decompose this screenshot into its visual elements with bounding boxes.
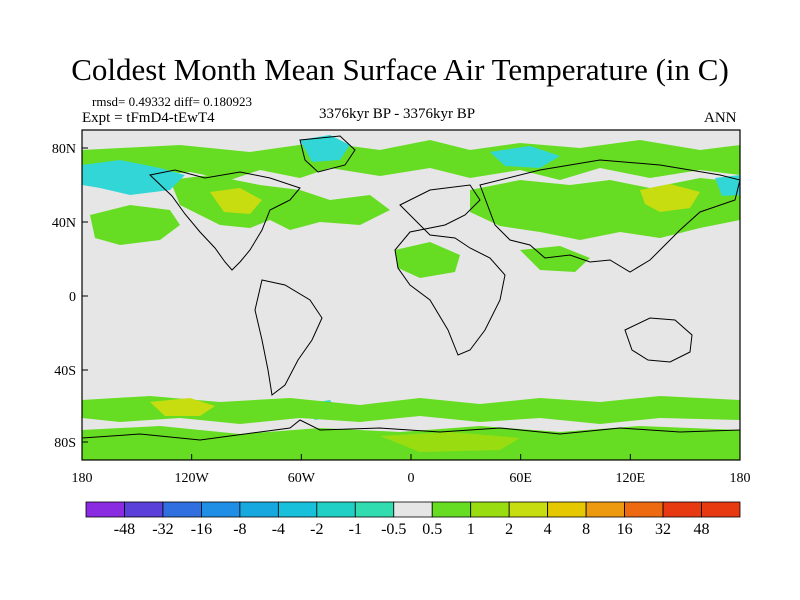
colorbar-label: 1 — [467, 521, 475, 538]
stats-text: rmsd= 0.49332 diff= 0.180923 — [92, 94, 252, 109]
australia-coast — [624, 317, 693, 363]
colorbar-swatch — [393, 501, 433, 518]
asia-strong-warm-region — [640, 184, 700, 212]
north-america-strong-warm-region — [210, 188, 262, 214]
lat-tick-label: 40N — [52, 216, 76, 231]
colorbar-swatch — [162, 501, 202, 518]
colorbar-label: 16 — [617, 521, 633, 538]
colorbar-swatch — [624, 501, 664, 518]
lon-tick-label: 0 — [408, 471, 415, 486]
colorbar-label: -0.5 — [381, 521, 406, 538]
colorbar-swatch — [508, 501, 549, 518]
experiment-label: Expt = tFmD4-tEwT4 — [82, 110, 215, 126]
lon-tick-label: 180 — [730, 471, 751, 486]
colorbar: -48 -32 -16 -8 -4 -2 -1 -0.5 0.5 1 2 4 8 16 32 48 — [85, 501, 741, 538]
colorbar-label: -1 — [349, 521, 362, 538]
lon-tick-label: 60E — [509, 471, 532, 486]
colorbar-swatch — [585, 501, 625, 518]
north-america-warm-region — [170, 175, 390, 230]
siberia-cool-region — [490, 146, 560, 168]
europe-africa-coast — [394, 184, 506, 356]
lat-tick-label: 80N — [52, 142, 76, 157]
colorbar-label: -4 — [272, 521, 285, 538]
lon-tick-label: 60W — [288, 471, 316, 486]
arabia-region — [520, 246, 590, 272]
colorbar-swatch — [354, 501, 395, 518]
colorbar-label: -8 — [233, 521, 246, 538]
asia-coast — [479, 159, 740, 273]
colorbar-swatch — [277, 501, 318, 518]
colorbar-swatch — [470, 501, 510, 518]
colorbar-label: -16 — [191, 521, 212, 538]
colorbar-label: -2 — [310, 521, 323, 538]
atlantic-subtropical-region — [395, 242, 460, 278]
lon-tick-label: 120W — [175, 471, 210, 486]
longitude-axis: 180 120W 60W 0 60E 120E 180 — [72, 454, 751, 486]
coastlines — [82, 135, 740, 441]
colorbar-label: 0.5 — [422, 521, 442, 538]
kamchatka-cool-region — [715, 175, 740, 196]
pacific-warm-region — [90, 205, 180, 245]
period-label: 3376kyr BP - 3376kyr BP — [319, 106, 476, 122]
colorbar-label: 48 — [694, 521, 710, 538]
antarctica-moderate-region — [380, 432, 520, 452]
colorbar-swatch — [701, 501, 741, 518]
colorbar-swatch — [201, 501, 241, 518]
colorbar-label: 2 — [505, 521, 513, 538]
colorbar-swatch — [85, 501, 125, 518]
map-title: Coldest Month Mean Surface Air Temperatu… — [71, 52, 729, 87]
south-america-coast — [254, 279, 323, 396]
lat-tick-label: 40S — [54, 364, 76, 379]
colorbar-label: 8 — [582, 521, 590, 538]
colorbar-label: 32 — [655, 521, 671, 538]
southern-ocean-warm-region — [82, 396, 740, 424]
colorbar-swatch — [124, 501, 164, 518]
greenland-coast — [299, 135, 356, 173]
colorbar-label: 4 — [544, 521, 552, 538]
lon-tick-label: 180 — [72, 471, 93, 486]
lon-tick-label: 120E — [616, 471, 646, 486]
north-america-coast — [148, 169, 301, 271]
arctic-warm-region — [82, 140, 740, 180]
colorbar-swatch — [239, 501, 279, 518]
colorbar-label: -48 — [114, 521, 135, 538]
lat-tick-label: 80S — [54, 436, 76, 451]
colorbar-swatch — [547, 501, 587, 518]
alaska-cool-region — [82, 160, 185, 195]
season-label: ANN — [704, 110, 737, 126]
antarctica-coast — [82, 419, 740, 441]
colorbar-swatch — [316, 501, 356, 518]
colorbar-label: -32 — [152, 521, 173, 538]
lat-tick-label: 0 — [69, 290, 76, 305]
greenland-cool-region — [300, 135, 350, 162]
southern-ocean-strong-warm-region — [150, 398, 215, 416]
anomaly-field — [82, 135, 740, 460]
latitude-axis: 80N 40N 0 40S 80S — [52, 142, 88, 451]
colorbar-swatch — [431, 501, 472, 518]
colorbar-swatch — [662, 501, 702, 518]
